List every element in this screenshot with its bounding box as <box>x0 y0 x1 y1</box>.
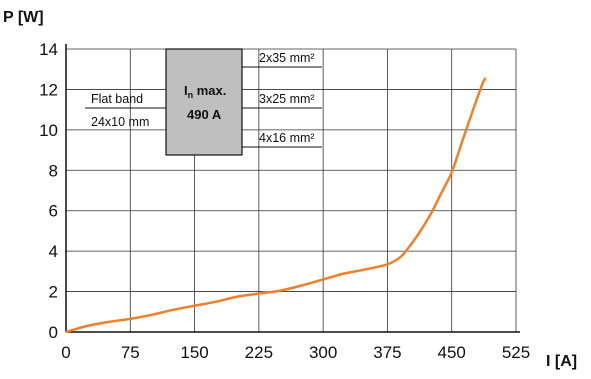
grid-lines <box>66 48 517 332</box>
x-tick-label: 525 <box>502 343 530 362</box>
axes <box>65 44 520 333</box>
x-tick-label: 225 <box>245 343 273 362</box>
x-tick-label: 300 <box>309 343 337 362</box>
tick-labels: 0 2 4 6 8 10 12 14 0 75 150 225 300 375 450 525 <box>39 40 530 362</box>
rating-box-line1: In max. <box>184 83 226 100</box>
flat-band-size-label: 24x10 mm <box>91 115 149 129</box>
x-tick-label: 0 <box>61 343 70 362</box>
cable-label-3: 4x16 mm² <box>259 131 315 145</box>
y-tick-label: 0 <box>49 323 58 342</box>
y-tick-label: 6 <box>49 202 58 221</box>
x-tick-label: 150 <box>180 343 208 362</box>
series-line <box>65 77 488 334</box>
y-tick-label: 2 <box>49 283 58 302</box>
y-tick-label: 14 <box>39 40 58 59</box>
y-tick-label: 4 <box>49 242 58 261</box>
current-rating-annotation: Flat band 24x10 mm In max. 490 A 2x35 mm… <box>85 48 322 156</box>
x-axis-title: I [A] <box>546 353 577 370</box>
y-tick-label: 12 <box>39 80 58 99</box>
y-tick-label: 10 <box>39 121 58 140</box>
cable-label-1: 2x35 mm² <box>259 51 315 65</box>
flat-band-label: Flat band <box>91 92 143 106</box>
rating-box-line2: 490 A <box>187 107 222 122</box>
y-tick-label: 8 <box>49 161 58 180</box>
cable-label-2: 3x25 mm² <box>259 92 315 106</box>
rating-box <box>165 48 243 156</box>
x-tick-label: 75 <box>121 343 140 362</box>
y-axis-title: P [W] <box>3 9 44 26</box>
x-tick-label: 450 <box>438 343 466 362</box>
x-tick-label: 375 <box>373 343 401 362</box>
